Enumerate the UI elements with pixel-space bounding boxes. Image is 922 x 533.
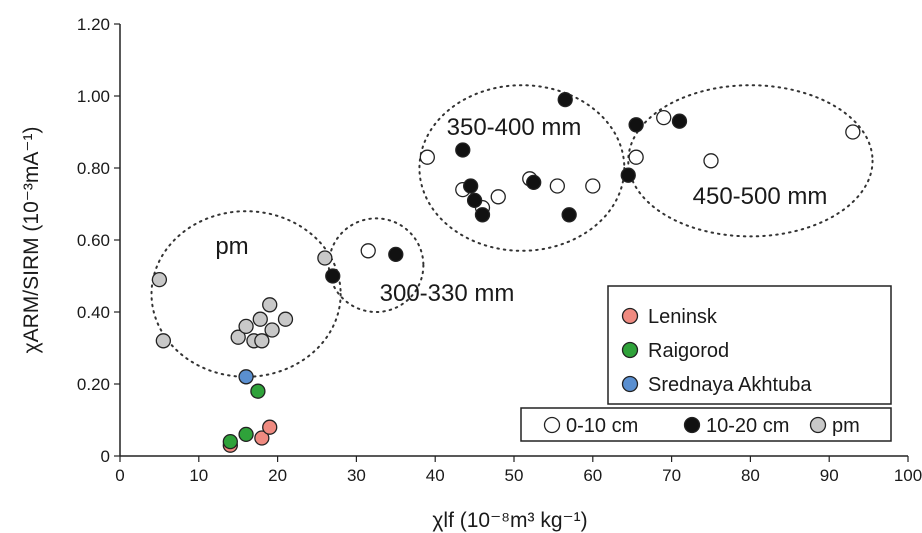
- x-tick-label: 100: [894, 466, 922, 485]
- legend-marker: [621, 307, 639, 325]
- group-ellipse: [327, 217, 425, 314]
- data-point: [561, 207, 577, 223]
- legend-marker: [543, 416, 561, 434]
- group-label: pm: [215, 233, 248, 260]
- data-point: [628, 149, 644, 165]
- x-tick-label: 0: [115, 466, 124, 485]
- y-tick-label: 1.20: [77, 15, 110, 34]
- x-tick-label: 20: [268, 466, 287, 485]
- x-axis-label: χlf (10⁻⁸m³ kg⁻¹): [432, 509, 587, 532]
- y-tick-label: 0.80: [77, 159, 110, 178]
- x-tick-label: 40: [426, 466, 445, 485]
- data-point: [419, 149, 435, 165]
- legend-label: Srednaya Akhtuba: [648, 374, 812, 396]
- legend-marker: [683, 416, 701, 434]
- x-tick-label: 60: [583, 466, 602, 485]
- legend-depth: 0-10 cm 10-20 cm pm: [520, 407, 892, 442]
- y-tick-label: 0.20: [77, 375, 110, 394]
- group-labels: pm 300-330 mm 350-400 mm 450-500 mm: [215, 114, 827, 307]
- group-ellipse: [418, 84, 626, 252]
- data-point: [656, 109, 672, 126]
- legend-label: Raigorod: [648, 340, 729, 362]
- data-point: [455, 142, 471, 158]
- data-point: [151, 271, 168, 288]
- data-point: [252, 311, 268, 327]
- data-point: [155, 333, 171, 349]
- x-tick-label: 80: [741, 466, 760, 485]
- data-point: [703, 153, 719, 169]
- data-point: [238, 426, 254, 443]
- y-tick-label: 0.60: [77, 231, 110, 250]
- data-point: [490, 189, 506, 205]
- data-point: [230, 329, 246, 345]
- data-point: [474, 207, 491, 223]
- data-point: [277, 311, 294, 327]
- x-tick-label: 30: [347, 466, 366, 485]
- data-point: [557, 91, 573, 108]
- data-point: [238, 369, 254, 385]
- data-points: [151, 91, 861, 453]
- legend-marker: [621, 375, 639, 393]
- group-ellipses: [150, 84, 874, 378]
- data-point: [262, 419, 278, 435]
- data-point: [360, 243, 376, 259]
- data-point: [628, 117, 644, 133]
- data-point: [549, 178, 565, 194]
- data-point: [250, 383, 266, 399]
- legend-label: pm: [832, 415, 860, 437]
- legend-marker: [809, 416, 827, 434]
- group-label: 450-500 mm: [693, 183, 828, 210]
- x-tick-label: 90: [820, 466, 839, 485]
- y-axis-label: χARM/SIRM (10⁻³mA⁻¹): [20, 127, 43, 354]
- x-tick-label: 70: [662, 466, 681, 485]
- group-ellipse: [150, 210, 342, 378]
- data-point: [325, 268, 341, 284]
- x-tick-label: 50: [505, 466, 524, 485]
- y-ticks: 0 0.20 0.40 0.60 0.80 1.00 1.20: [77, 15, 120, 466]
- legend-marker: [621, 341, 639, 359]
- data-point: [254, 430, 270, 446]
- legend-label: Leninsk: [648, 306, 718, 328]
- data-point: [466, 192, 483, 209]
- data-point: [388, 246, 404, 263]
- x-ticks: 0 10 20 30 40 50 60 70 80 90 100: [115, 456, 922, 485]
- y-tick-label: 0.40: [77, 303, 110, 322]
- data-point: [317, 250, 333, 266]
- data-point: [222, 433, 238, 450]
- data-point: [671, 113, 688, 129]
- group-label: 300-330 mm: [380, 280, 515, 307]
- x-tick-label: 10: [189, 466, 208, 485]
- data-point: [526, 174, 542, 191]
- data-point: [254, 333, 270, 349]
- data-point: [585, 178, 601, 194]
- legend-label: 0-10 cm: [566, 415, 638, 437]
- y-tick-label: 1.00: [77, 87, 110, 106]
- group-ellipse: [627, 84, 874, 238]
- data-point: [845, 124, 861, 140]
- legend-sites: Leninsk Raigorod Srednaya Akhtuba: [607, 285, 892, 405]
- data-point: [264, 322, 280, 338]
- data-point: [262, 297, 278, 313]
- group-label: 350-400 mm: [447, 114, 582, 141]
- legend-label: 10-20 cm: [706, 415, 789, 437]
- y-tick-label: 0: [101, 447, 110, 466]
- data-point: [238, 318, 254, 335]
- data-point: [620, 167, 636, 183]
- data-point: [463, 178, 479, 194]
